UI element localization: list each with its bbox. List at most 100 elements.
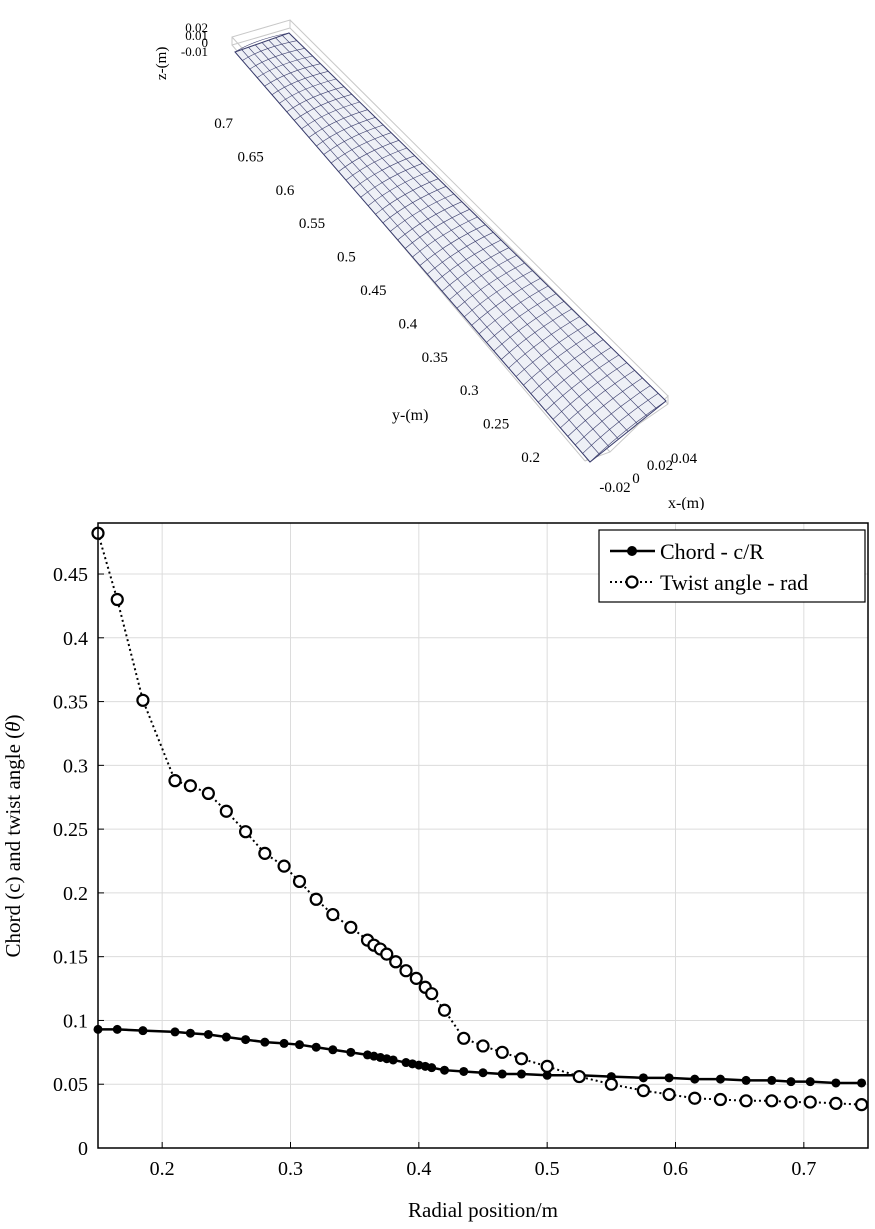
mesh-section-line [441, 247, 510, 292]
chord-point [203, 1029, 213, 1039]
mesh-span-line [288, 32, 667, 402]
y-tick-label: 0.6 [276, 183, 295, 199]
x-tick-label: 0.6 [663, 1158, 688, 1180]
mesh-section-line [419, 224, 486, 266]
mesh-section-line [523, 331, 596, 386]
chord-point [138, 1026, 148, 1036]
x-axis: -0.020 0.020.04 x-(m) [599, 451, 704, 510]
chord-point [741, 1075, 751, 1085]
twist-point [540, 1059, 554, 1073]
mesh-section-line [449, 255, 517, 300]
y-tick-labels: 0 0.05 0.1 0.15 0.2 0.25 0.3 0.35 0.4 0.45 [53, 564, 88, 1160]
chord-point [440, 1065, 449, 1075]
mesh-section-line [478, 285, 549, 335]
mesh-section-line [264, 63, 321, 87]
mesh-section-line [234, 32, 290, 53]
x-tick-label: 0.2 [150, 1158, 175, 1180]
mesh-section-line [360, 163, 423, 198]
x-tick-label: -0.02 [599, 480, 630, 496]
y-tick-label: 0.7 [214, 116, 233, 132]
twist-point [829, 1096, 843, 1110]
blade-3d-view: 0.020.010-0.01 z-(m) 0.70.650.60.550.50.… [154, 19, 704, 510]
twist-point [238, 825, 253, 839]
mesh-span-line [234, 51, 591, 463]
x-axis-title: Radial position/m [408, 1198, 558, 1222]
mesh-section-line [515, 324, 588, 377]
mesh-section-line [375, 178, 439, 215]
mesh-section-line [279, 78, 337, 104]
mesh-section-line [464, 270, 533, 318]
twist-point [476, 1039, 490, 1053]
legend-label-twist: Twist angle - rad [660, 570, 808, 595]
y-tick-label: 0.4 [63, 628, 88, 650]
mesh-section-line [286, 86, 345, 113]
chord-point [427, 1063, 437, 1073]
mesh-span-line [261, 42, 629, 432]
mesh-section-line [330, 132, 392, 164]
chord-point [715, 1074, 725, 1084]
mesh-section-line [530, 339, 604, 394]
x-tick-label: 0.02 [647, 458, 673, 474]
y-tick-label: 0.05 [53, 1074, 88, 1096]
twist-point [309, 892, 323, 906]
chord-point [638, 1073, 648, 1083]
mesh-section-line [338, 140, 400, 172]
twist-point [662, 1087, 676, 1102]
twist-point [409, 971, 423, 985]
twist-point [765, 1094, 779, 1108]
y-tick-label: 0.25 [53, 819, 88, 841]
chord-point [294, 1040, 304, 1050]
x-tick-label: 0.5 [535, 1158, 560, 1180]
mesh-section-line [508, 316, 580, 369]
chord-point [279, 1038, 289, 1048]
legend: Chord - c/R Twist angle - rad [598, 529, 866, 603]
twist-line [97, 532, 862, 1106]
mesh-span-line [248, 47, 610, 447]
chord-point [328, 1045, 338, 1055]
y-tick-label: 0.25 [483, 417, 509, 433]
blade-outline [234, 32, 667, 463]
mesh-section-line [382, 186, 447, 224]
y-tick-label: 0 [78, 1138, 88, 1160]
mesh-section-line [390, 193, 455, 232]
y-tick-label: 0.4 [398, 316, 417, 332]
twist-point [219, 804, 233, 818]
y-tick-label: 0.55 [299, 216, 325, 232]
mesh-section-line [456, 262, 525, 309]
mesh-section-line [301, 101, 360, 130]
plot-frame [97, 522, 869, 1149]
twist-point [495, 1045, 509, 1059]
twist-point [168, 774, 182, 788]
twist-point [110, 592, 124, 607]
z-tick-label: -0.01 [181, 44, 208, 59]
z-axis: 0.020.010-0.01 z-(m) [154, 20, 208, 80]
y-tick-label: 0.3 [63, 755, 88, 777]
y-tick-label: 0.35 [422, 350, 448, 366]
twist-point [380, 947, 394, 961]
twist-point [326, 907, 340, 922]
legend-label-chord: Chord - c/R [660, 539, 764, 564]
twist-point [201, 786, 215, 801]
y-tick-label: 0.5 [337, 250, 356, 266]
mesh-section-line [486, 293, 557, 343]
chord-point [170, 1027, 180, 1037]
y-tick-label: 0.45 [53, 564, 88, 586]
chord-point [805, 1077, 815, 1087]
mesh-section-line [501, 308, 572, 360]
chord-point [497, 1069, 507, 1079]
chord-point [221, 1032, 231, 1042]
chord-point [690, 1074, 700, 1084]
mesh-section-line [323, 124, 384, 155]
mesh-section-line [316, 117, 376, 147]
twist-point [854, 1098, 869, 1112]
twist-point [136, 693, 150, 707]
mesh-section-line [412, 216, 478, 258]
chord-point [459, 1066, 469, 1076]
chord-point [517, 1069, 526, 1079]
twist-point [636, 1084, 651, 1098]
twist-point [803, 1095, 817, 1109]
twist-point [514, 1052, 529, 1066]
mesh-span-line [255, 44, 619, 440]
twist-point [292, 874, 307, 889]
chord-point [664, 1073, 674, 1083]
